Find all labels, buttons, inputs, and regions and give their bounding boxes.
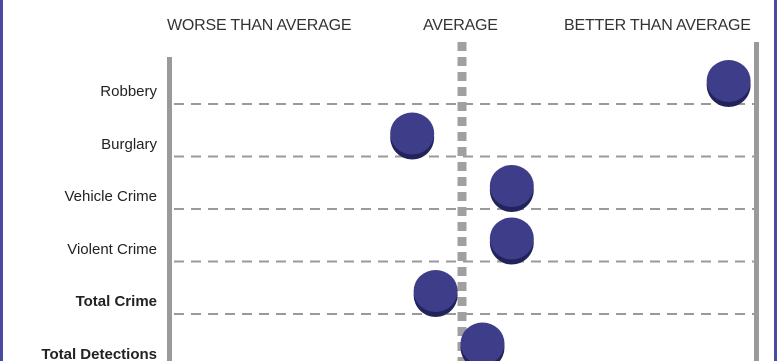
category-label-robbery: Robbery [100, 83, 157, 100]
marker-violent-crime [489, 217, 534, 260]
marker-total-crime [413, 270, 458, 312]
category-label-vehicle-crime: Vehicle Crime [64, 188, 157, 205]
marker-burglary [390, 112, 435, 155]
column-header-average: AVERAGE [423, 17, 498, 34]
marker-robbery [706, 60, 751, 102]
marker-total-detections [460, 322, 505, 361]
category-label-violent-crime: Violent Crime [67, 240, 157, 258]
category-label-total-crime: Total Crime [75, 293, 157, 310]
category-label-burglary: Burglary [101, 135, 157, 153]
left-axis [167, 57, 172, 361]
column-header-better: BETTER THAN AVERAGE [564, 17, 751, 34]
marker-vehicle-crime [489, 165, 534, 207]
right-axis [754, 42, 759, 361]
column-header-worse: WORSE THAN AVERAGE [167, 17, 352, 34]
category-label-total-detections: Total Detections [41, 345, 157, 363]
